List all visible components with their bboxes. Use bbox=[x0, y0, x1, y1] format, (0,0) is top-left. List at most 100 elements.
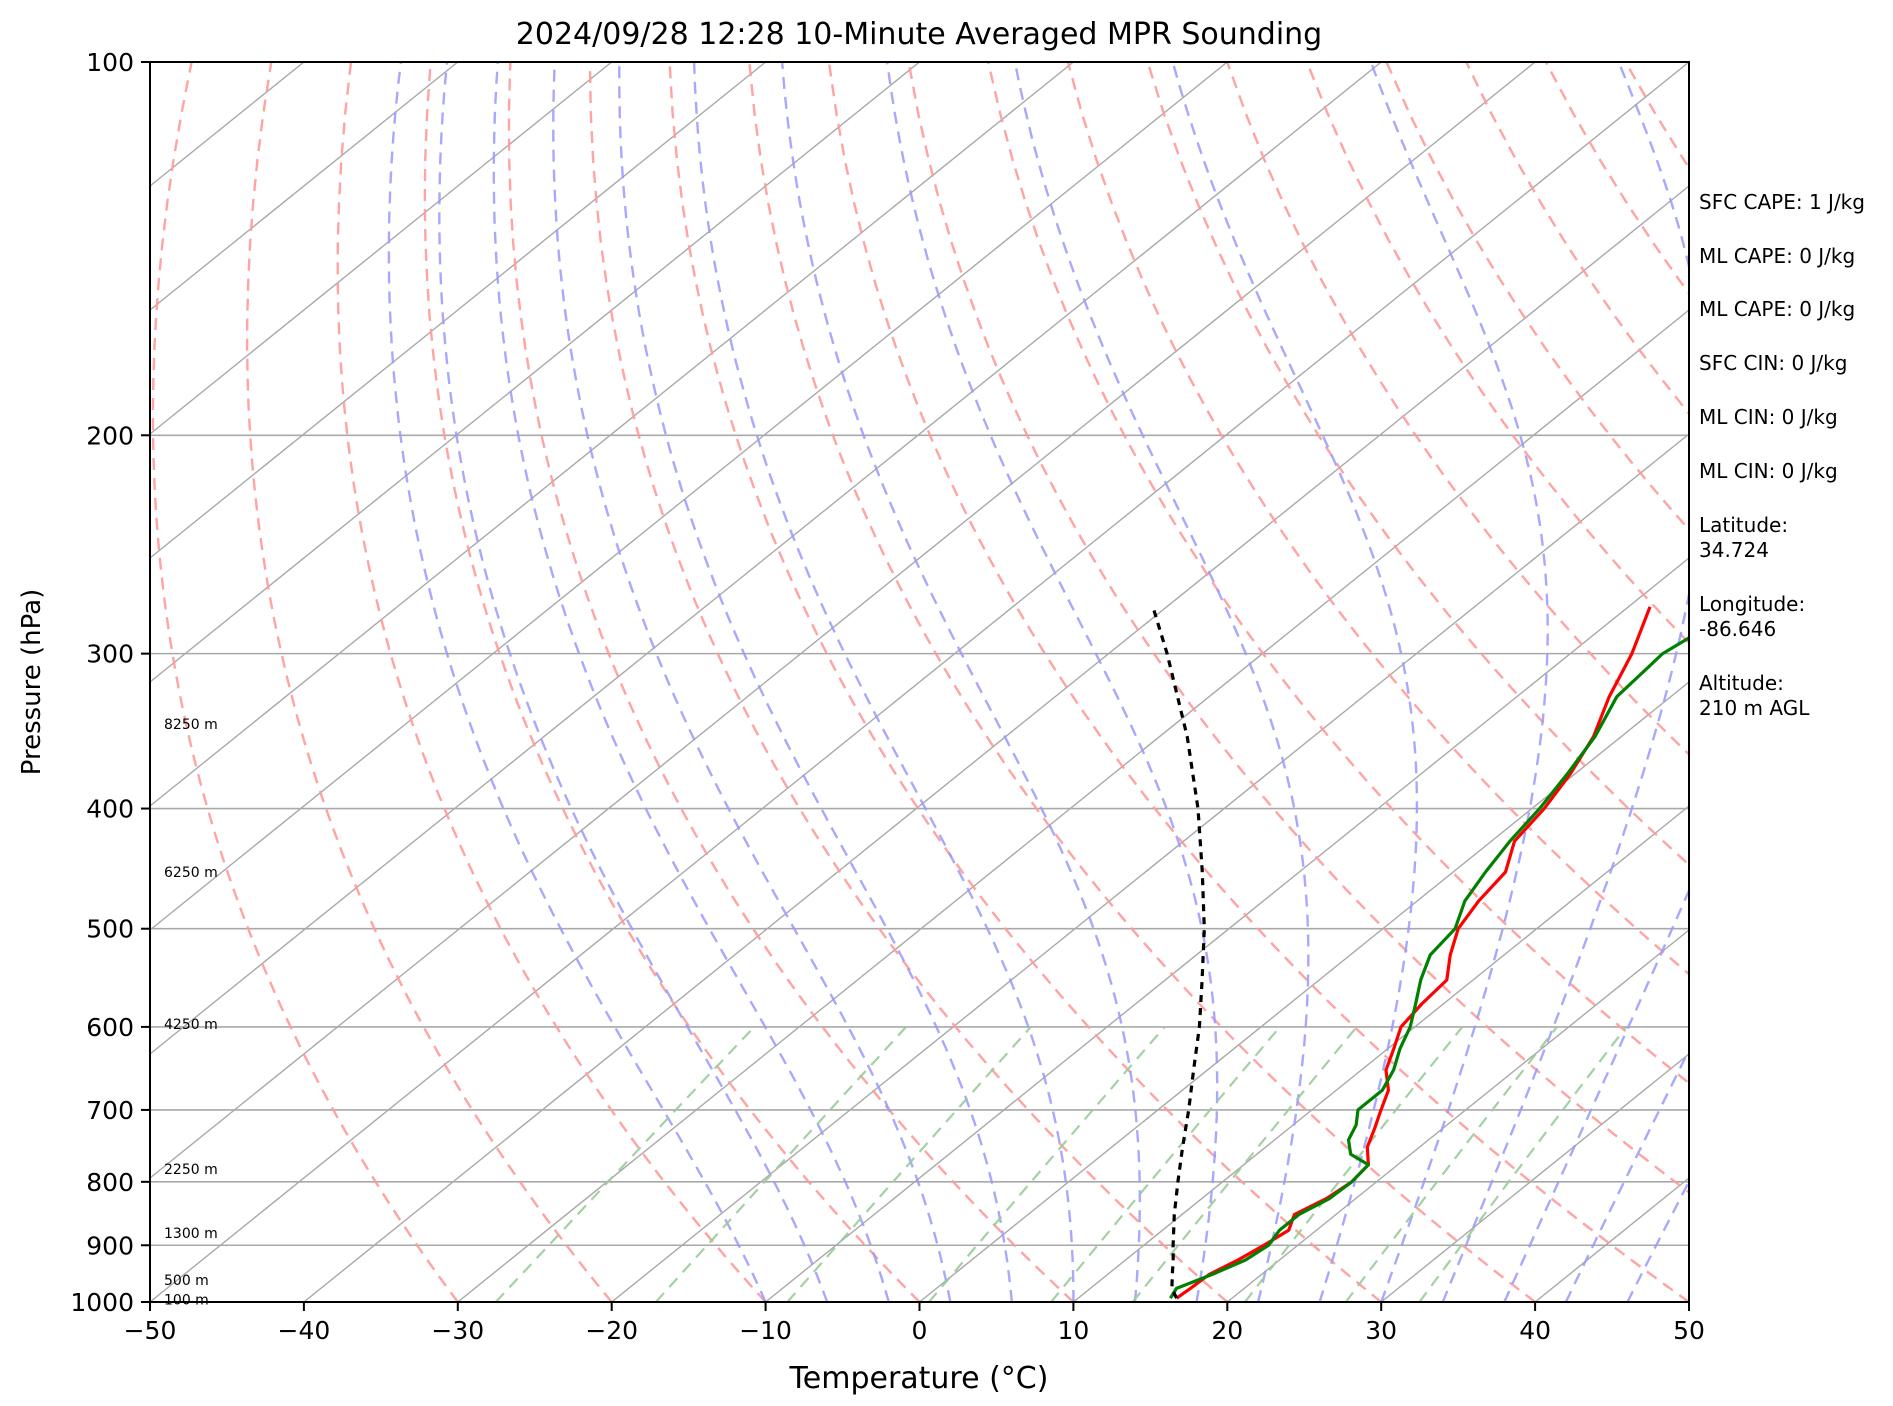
y-tick-label: 300 bbox=[86, 640, 134, 669]
y-tick-label: 700 bbox=[86, 1096, 134, 1125]
x-axis: −50 −40 −30 −20 −10 0 10 20 30 40 50 bbox=[124, 1302, 1705, 1345]
height-labels: 8250 m 6250 m 4250 m 2250 m 1300 m 500 m 100 m bbox=[164, 717, 218, 1308]
isotherm-line bbox=[150, 62, 1536, 1179]
background-lines bbox=[150, 62, 1893, 1302]
y-tick-label: 1000 bbox=[70, 1288, 134, 1317]
dry-adiabat bbox=[1066, 62, 1689, 976]
stat-ml-cape-2: ML CAPE: 0 J/kg bbox=[1699, 297, 1856, 321]
isotherm-line bbox=[150, 62, 459, 311]
x-tick-label: 10 bbox=[1057, 1316, 1089, 1345]
moist-adiabat bbox=[692, 62, 1075, 1302]
dry-adiabat bbox=[907, 62, 1689, 1194]
y-axis-label: Pressure (hPa) bbox=[17, 589, 47, 776]
stat-longitude: Longitude: -86.646 bbox=[1699, 592, 1805, 642]
x-tick-label: 20 bbox=[1211, 1316, 1243, 1345]
stat-latitude-value: 34.724 bbox=[1699, 538, 1769, 562]
x-tick-label: −30 bbox=[431, 1316, 484, 1345]
stat-ml-cape: ML CAPE: 0 J/kg bbox=[1699, 244, 1856, 268]
height-label: 1300 m bbox=[164, 1226, 218, 1242]
isotherm-line bbox=[150, 62, 1074, 807]
isotherm-line bbox=[150, 62, 613, 435]
mixing-ratio-line bbox=[655, 1026, 907, 1302]
y-tick-label: 600 bbox=[86, 1013, 134, 1042]
isotherm-line bbox=[150, 62, 767, 559]
height-label: 500 m bbox=[164, 1273, 209, 1289]
dry-adiabat bbox=[588, 62, 1229, 1302]
moist-adiabat bbox=[552, 62, 952, 1302]
mixing-ratio-line bbox=[1418, 1026, 1628, 1302]
parcel-line bbox=[1151, 606, 1206, 1299]
y-tick-label: 200 bbox=[86, 421, 134, 450]
isotherm-line bbox=[1380, 1053, 1689, 1302]
dry-adiabat bbox=[668, 62, 1382, 1302]
dry-adiabat bbox=[151, 62, 459, 1302]
isotherm-line bbox=[150, 62, 1689, 1302]
dry-adiabat bbox=[423, 62, 921, 1302]
dry-adiabat bbox=[1865, 62, 1893, 1302]
stat-altitude: Altitude: 210 m AGL bbox=[1699, 671, 1809, 721]
moist-adiabat bbox=[1171, 62, 1419, 1302]
dry-adiabat bbox=[987, 62, 1689, 1085]
isotherm-line bbox=[457, 309, 1689, 1302]
x-tick-label: 0 bbox=[912, 1316, 928, 1345]
stat-latitude-label: Latitude: bbox=[1699, 513, 1789, 537]
y-tick-label: 400 bbox=[86, 795, 134, 824]
moist-adiabat bbox=[886, 62, 1219, 1302]
mixing-ratio-line bbox=[1131, 1026, 1358, 1302]
x-tick-label: −50 bbox=[124, 1316, 177, 1345]
height-label: 8250 m bbox=[164, 717, 218, 733]
mixing-ratio-line bbox=[786, 1026, 1032, 1302]
isotherm-line bbox=[150, 62, 920, 683]
moist-adiabat bbox=[1441, 62, 1689, 1302]
stat-sfc-cape: SFC CAPE: 1 J/kg bbox=[1699, 190, 1865, 214]
y-tick-label: 500 bbox=[86, 915, 134, 944]
stat-altitude-label: Altitude: bbox=[1699, 671, 1784, 695]
x-tick-label: 30 bbox=[1365, 1316, 1397, 1345]
moist-adiabat bbox=[618, 62, 1013, 1302]
dry-adiabat bbox=[827, 62, 1689, 1302]
x-tick-label: −40 bbox=[278, 1316, 331, 1345]
y-axis: 100 200 300 400 500 600 700 800 900 1000 bbox=[70, 48, 150, 1317]
moist-adiabat bbox=[780, 62, 1141, 1302]
mixing-ratio-line bbox=[928, 1026, 1166, 1302]
height-label: 2250 m bbox=[164, 1162, 218, 1178]
x-axis-label: Temperature (°C) bbox=[789, 1361, 1049, 1396]
isotherm-line bbox=[150, 62, 1228, 931]
dry-adiabat bbox=[336, 62, 767, 1302]
stat-ml-cin: ML CIN: 0 J/kg bbox=[1699, 405, 1838, 429]
isotherm-line bbox=[765, 557, 1689, 1302]
stat-longitude-value: -86.646 bbox=[1699, 617, 1777, 641]
mixing-ratio-line bbox=[1050, 1026, 1281, 1302]
x-tick-label: −20 bbox=[585, 1316, 638, 1345]
isotherm-line bbox=[611, 433, 1689, 1302]
mixing-ratio-line bbox=[1344, 1026, 1558, 1302]
stat-longitude-label: Longitude: bbox=[1699, 592, 1806, 616]
stat-ml-cin-2: ML CIN: 0 J/kg bbox=[1699, 459, 1838, 483]
dewpoint-line bbox=[1169, 635, 1689, 1300]
dry-adiabat bbox=[507, 62, 1075, 1302]
mixing-ratio-line bbox=[494, 1026, 755, 1302]
y-tick-label: 100 bbox=[86, 48, 134, 77]
stat-altitude-value: 210 m AGL bbox=[1699, 696, 1810, 720]
height-label: 4250 m bbox=[164, 1017, 218, 1033]
mixing-ratio-line bbox=[1244, 1026, 1464, 1302]
isotherm-line bbox=[303, 185, 1689, 1302]
temperature-line bbox=[1175, 606, 1652, 1300]
dry-adiabat bbox=[245, 62, 613, 1302]
x-tick-label: 50 bbox=[1673, 1316, 1705, 1345]
height-label: 100 m bbox=[164, 1292, 209, 1308]
stat-latitude: Latitude: 34.724 bbox=[1699, 513, 1788, 563]
dry-adiabat bbox=[748, 62, 1536, 1302]
moist-adiabat bbox=[1013, 62, 1310, 1302]
chart-title: 2024/09/28 12:28 10-Minute Averaged MPR … bbox=[516, 17, 1322, 52]
x-tick-label: 40 bbox=[1519, 1316, 1551, 1345]
x-tick-label: −10 bbox=[739, 1316, 792, 1345]
isotherm-line bbox=[1072, 805, 1689, 1302]
moist-adiabat bbox=[492, 62, 890, 1302]
moist-adiabat bbox=[387, 62, 767, 1302]
y-tick-label: 800 bbox=[86, 1168, 134, 1197]
moist-adiabat bbox=[438, 62, 829, 1302]
stat-sfc-cin: SFC CIN: 0 J/kg bbox=[1699, 351, 1848, 375]
sounding-series bbox=[1151, 606, 1689, 1300]
